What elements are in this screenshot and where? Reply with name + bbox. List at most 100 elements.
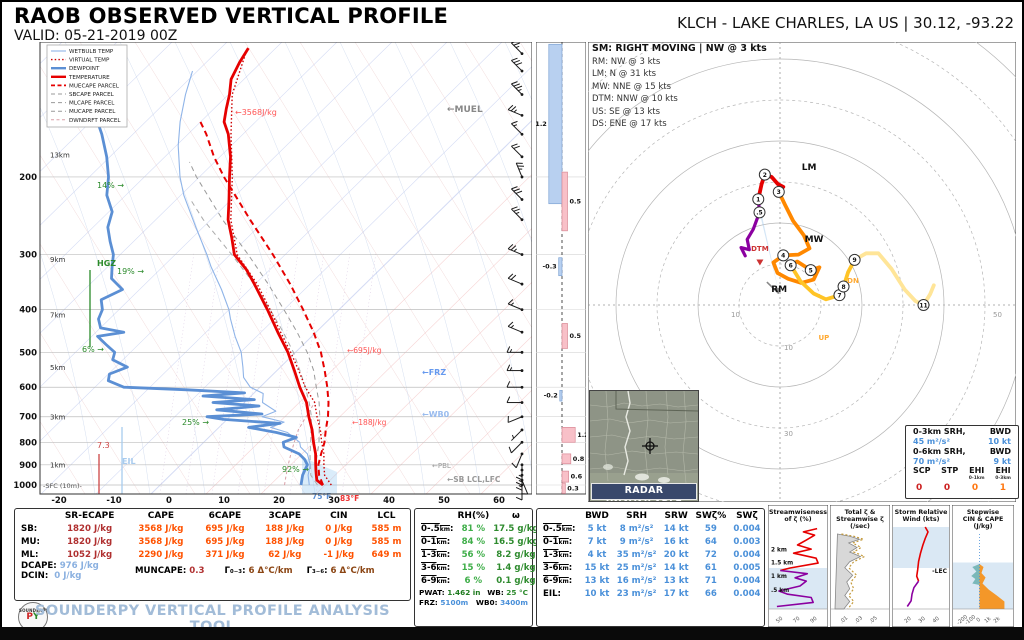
svg-text:-LEC: -LEC (932, 568, 947, 575)
svg-text:UP: UP (818, 334, 829, 342)
svg-text:0: 0 (976, 616, 983, 623)
svg-text:Stepwise: Stepwise (967, 509, 999, 516)
hodo-segment-9km+ (852, 251, 936, 307)
cell: 1052 J/kg (67, 549, 113, 560)
svg-text:0.6: 0.6 (571, 473, 583, 481)
station-title: KLCH - LAKE CHARLES, LA US | 30.12, -93.… (677, 14, 1014, 32)
svg-text:-0.2: -0.2 (544, 392, 558, 400)
stats-index-header: EHI 0-3km (995, 466, 1011, 482)
col-header: 3CAPE (268, 510, 302, 521)
svg-text:70: 70 (792, 615, 802, 624)
dcin-value: 0 J/kg (54, 571, 82, 581)
svg-text:MW: MW (805, 235, 824, 245)
svg-text:10: 10 (731, 311, 740, 319)
storm-motion-line: MW: NNE @ 15 kts (592, 81, 671, 92)
col-header: CIN (330, 510, 348, 521)
profile-sbcape (189, 161, 324, 486)
cell: 3568 J/kg (138, 523, 184, 534)
svg-text:DTM: DTM (751, 245, 769, 253)
bwd-0-6-value: 9 kt (993, 457, 1012, 466)
svg-text:800: 800 (19, 438, 37, 448)
svg-text:500: 500 (19, 348, 37, 358)
svg-text:←FRZ: ←FRZ (422, 368, 446, 377)
col-header: SWζ (736, 510, 758, 521)
table-row: 0-1km: 84 % 16.5 g/kg (421, 536, 539, 547)
svg-text:Wind (kts): Wind (kts) (903, 516, 940, 523)
cell: 2290 J/kg (138, 549, 184, 560)
cell: 695 J/kg (205, 536, 245, 547)
svg-text:200: 200 (19, 173, 37, 183)
storm-motion-line: DTM: NNW @ 10 kts (592, 94, 678, 104)
svg-text:40: 40 (383, 496, 395, 506)
stats-index-header: EHI 0-1km (968, 466, 985, 482)
svg-text:8: 8 (841, 284, 845, 291)
svg-text:MLCAPE PARCEL: MLCAPE PARCEL (69, 101, 115, 107)
svg-text:WETBULB TEMP: WETBULB TEMP (69, 49, 114, 55)
svg-text:2k: 2k (993, 615, 1003, 624)
svg-text:0.5: 0.5 (570, 197, 582, 205)
thermo-grid: SR-ECAPE CAPE 6CAPE 3CAPE CIN LCL SB: 1820 J/kg… (15, 509, 410, 561)
svg-text:25% →: 25% → (182, 418, 209, 427)
svg-text:←695J/kg: ←695J/kg (347, 346, 382, 355)
svg-text:1: 1 (756, 197, 760, 204)
lapse03-value: 6 Δ°C/km (248, 566, 293, 576)
svg-text:DEWPOINT: DEWPOINT (69, 66, 100, 72)
storm-motion-readout: SM: RIGHT MOVING | NW @ 3 kts RM: NW @ 3… (592, 43, 827, 131)
panel-zeta: Total ζ &Streamwise ζ(/sec) .01 .03 .05 (830, 505, 890, 627)
svg-text:-SFC (10m)-: -SFC (10m)- (43, 482, 82, 490)
dcape-label: DCAPE: (21, 561, 57, 571)
valid-time: VALID: 05-21-2019 00Z (14, 28, 178, 44)
svg-text:HGZ: HGZ (97, 259, 116, 268)
thermo-table: SR-ECAPE CAPE 6CAPE 3CAPE CIN LCL SB: 1820 J/kg… (14, 508, 411, 601)
svg-text:.5 km: .5 km (771, 588, 789, 594)
svg-text:TEMPERATURE: TEMPERATURE (68, 75, 110, 81)
stats-index-value: 0 (916, 483, 923, 493)
hodo-segment-1-3km (756, 172, 786, 202)
stats-index-header: STP (941, 466, 959, 475)
cell: 3568 J/kg (138, 536, 184, 547)
stats-index-header: SCP (913, 466, 931, 475)
col-header (15, 509, 52, 522)
svg-text:7: 7 (837, 292, 841, 299)
svg-text:20: 20 (904, 615, 914, 624)
svg-text:1000: 1000 (13, 481, 37, 491)
storm-motion-headline: SM: RIGHT MOVING | NW @ 3 kts (592, 43, 767, 54)
svg-text:.5: .5 (756, 210, 762, 217)
svg-text:9: 9 (853, 257, 857, 264)
svg-text:13km: 13km (50, 152, 70, 160)
svg-text:-10: -10 (106, 496, 121, 506)
skewt-legend: WETBULB TEMP VIRTUAL TEMP DEWPOINT TEMPERAT… (46, 44, 128, 128)
col-header: RH(%) (457, 510, 490, 521)
svg-text:VIRTUAL TEMP: VIRTUAL TEMP (69, 58, 110, 64)
svg-text:0.8: 0.8 (573, 455, 585, 463)
lapse36-label: Γ₃₋₆: (306, 566, 328, 576)
radar-map-inset: RADAR UNAVAILABLE (589, 390, 699, 502)
cell: 0 J/kg (325, 523, 353, 534)
advection-panel: -1.2 0.5 -0.3 0.5 -0.2 1.2 0.8 0.6 0.3 (536, 42, 586, 495)
moisture-table: RH(%) ω 0-.5km: 81 % 17.5 g/kg 0-1km: 84 % 16.5… (414, 508, 539, 627)
svg-text:EIL: EIL (122, 457, 136, 466)
col-header (537, 509, 581, 522)
svg-text:0.3: 0.3 (567, 484, 579, 492)
cell: 585 m (371, 523, 402, 534)
svg-text:-0.3: -0.3 (542, 263, 556, 271)
svg-text:400: 400 (19, 306, 37, 316)
svg-text:7km: 7km (50, 311, 66, 319)
svg-text:←188J/kg: ←188J/kg (352, 418, 387, 427)
svg-text:Total ζ &: Total ζ & (845, 509, 876, 516)
stats-index-value: 0 (971, 483, 979, 493)
storm-motion-line: DS: ENE @ 17 kts (592, 119, 667, 129)
profile-dwndrft (284, 402, 316, 486)
col-header: ω (511, 510, 520, 521)
svg-text:11: 11 (919, 302, 927, 309)
svg-text:2: 2 (763, 172, 767, 179)
svg-text:1k: 1k (984, 615, 994, 624)
page-title: RAOB OBSERVED VERTICAL PROFILE (14, 4, 449, 28)
svg-text:LM: LM (802, 163, 817, 173)
svg-text:300: 300 (19, 251, 37, 261)
svg-text:RM: RM (771, 285, 787, 295)
svg-text:SBCAPE PARCEL: SBCAPE PARCEL (69, 92, 115, 98)
